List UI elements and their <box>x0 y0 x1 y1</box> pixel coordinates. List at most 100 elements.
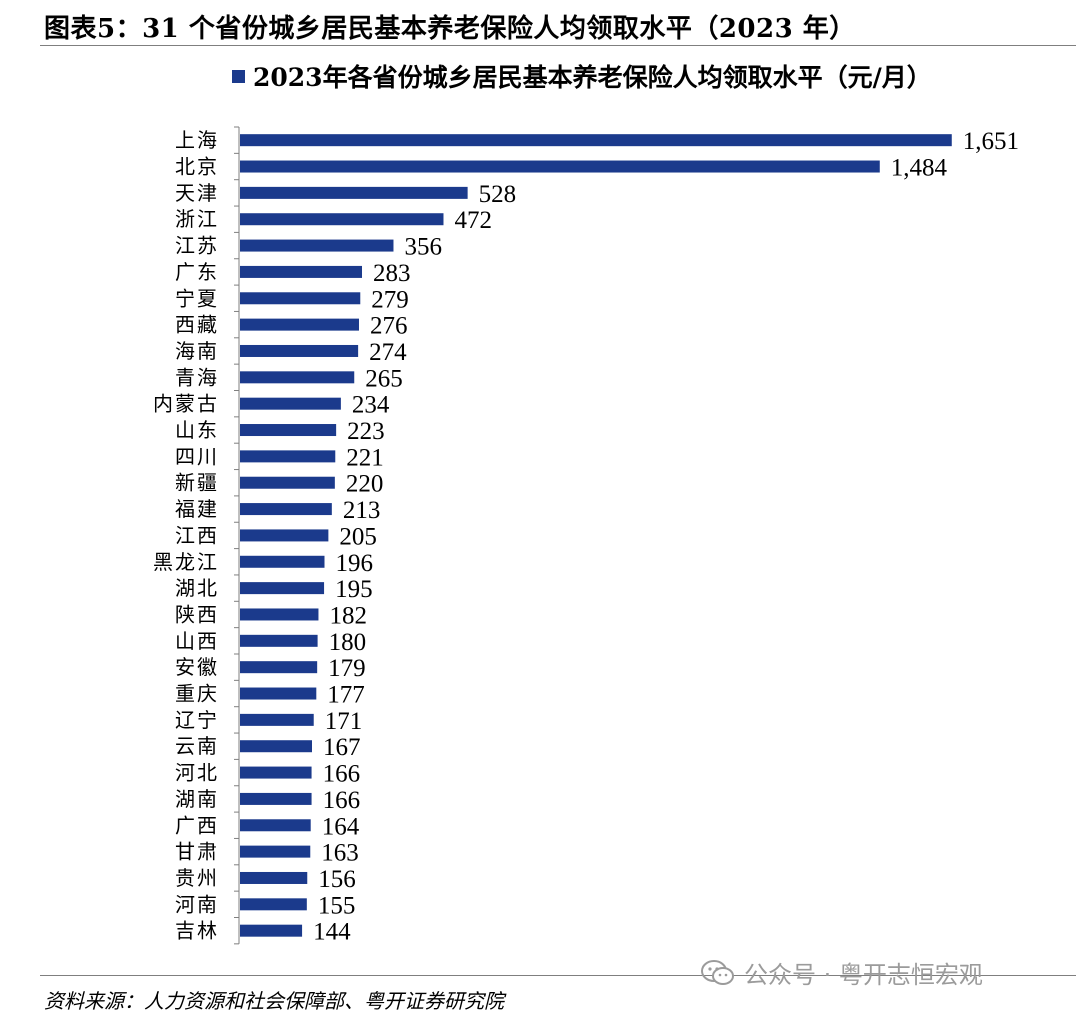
category-label: 青海 <box>175 365 219 389</box>
bar <box>240 608 319 621</box>
category-label: 湖南 <box>175 787 219 811</box>
category-label: 贵州 <box>175 866 219 890</box>
data-label: 274 <box>369 339 407 366</box>
data-label: 166 <box>323 761 361 788</box>
bar <box>240 318 359 331</box>
category-label: 福建 <box>175 497 219 521</box>
category-label: 内蒙古 <box>153 392 219 416</box>
watermark: 公众号 · 粤开志恒宏观 <box>700 955 983 990</box>
data-label: 163 <box>321 840 359 867</box>
source-note: 资料来源：人力资源和社会保障部、粤开证券研究院 <box>44 989 504 1013</box>
data-label: 156 <box>318 866 356 893</box>
bar <box>240 186 468 199</box>
category-label: 山东 <box>175 418 219 442</box>
data-label: 171 <box>325 708 363 735</box>
data-label: 1,484 <box>891 155 948 182</box>
data-label: 177 <box>327 682 365 709</box>
bar <box>240 213 444 226</box>
bar <box>240 582 325 595</box>
category-label: 天津 <box>175 181 219 205</box>
data-label: 179 <box>328 655 366 682</box>
bar <box>240 687 317 700</box>
data-label: 182 <box>329 602 367 629</box>
bar <box>240 819 311 832</box>
bar <box>240 503 332 516</box>
bar <box>240 134 952 147</box>
bar <box>240 424 337 437</box>
bar <box>240 634 318 647</box>
category-label: 上海 <box>175 128 219 152</box>
data-label: 166 <box>323 787 361 814</box>
category-label: 云南 <box>175 734 219 758</box>
data-label: 276 <box>370 313 408 340</box>
category-label: 陕西 <box>175 602 219 626</box>
data-label: 283 <box>373 260 411 287</box>
bar <box>240 713 314 726</box>
data-label: 180 <box>329 629 367 656</box>
bar <box>240 529 329 542</box>
bar <box>240 898 307 911</box>
category-label: 广西 <box>175 813 219 837</box>
data-label: 223 <box>347 418 385 445</box>
category-label: 重庆 <box>175 682 219 706</box>
data-label: 195 <box>335 576 373 603</box>
wechat-icon <box>701 959 734 985</box>
category-label: 江苏 <box>175 234 219 258</box>
data-label: 205 <box>339 523 377 550</box>
bar <box>240 661 318 674</box>
category-label: 河北 <box>175 761 219 785</box>
data-label: 221 <box>346 444 384 471</box>
data-label: 220 <box>346 471 384 498</box>
figure-title: 图表5：31 个省份城乡居民基本养老保险人均领取水平（2023 年） <box>44 14 856 44</box>
data-label: 213 <box>343 497 381 524</box>
bar <box>240 766 312 779</box>
footer-divider <box>40 975 1076 976</box>
watermark-text: 公众号 · 粤开志恒宏观 <box>744 961 983 989</box>
data-label: 528 <box>479 181 517 208</box>
category-label: 辽宁 <box>175 708 219 732</box>
bar <box>240 239 394 252</box>
bar <box>240 450 336 463</box>
data-label: 279 <box>371 286 409 313</box>
category-label: 河南 <box>175 892 219 916</box>
bar-chart: 上海 1,651 北京 1,484 天津 528 浙江 472 江苏 356 广东 283 宁夏 279 西… <box>153 126 1019 946</box>
data-label: 234 <box>352 392 390 419</box>
data-label: 1,651 <box>963 128 1019 155</box>
bar <box>240 871 308 884</box>
data-label: 265 <box>365 365 403 392</box>
bar <box>240 555 325 568</box>
category-label: 黑龙江 <box>153 550 219 574</box>
category-label: 广东 <box>175 260 219 284</box>
bar <box>240 344 359 357</box>
bar <box>240 740 312 753</box>
data-label: 196 <box>335 550 373 577</box>
header-divider <box>40 45 1076 46</box>
category-label: 宁夏 <box>175 286 219 310</box>
data-label: 164 <box>322 813 360 840</box>
bar <box>240 792 312 805</box>
category-label: 甘肃 <box>175 840 219 864</box>
legend-label: 2023年各省份城乡居民基本养老保险人均领取水平（元/月） <box>253 63 932 92</box>
bar <box>240 397 341 410</box>
category-label: 吉林 <box>175 919 219 943</box>
category-label: 安徽 <box>175 655 219 679</box>
category-label: 湖北 <box>175 576 219 600</box>
category-label: 浙江 <box>175 207 219 231</box>
chart-legend: 2023年各省份城乡居民基本养老保险人均领取水平（元/月） <box>232 58 932 94</box>
category-label: 北京 <box>175 155 219 179</box>
category-label: 山西 <box>175 629 219 653</box>
category-label: 四川 <box>175 444 219 468</box>
data-label: 472 <box>454 207 492 234</box>
bar <box>240 924 303 937</box>
data-label: 356 <box>404 234 442 261</box>
data-label: 167 <box>323 734 361 761</box>
bar <box>240 371 355 384</box>
category-label: 西藏 <box>175 313 219 337</box>
data-label: 144 <box>313 919 351 946</box>
bar <box>240 292 361 305</box>
category-label: 新疆 <box>175 471 219 495</box>
bar <box>240 160 880 173</box>
category-label: 海南 <box>175 339 219 363</box>
data-label: 155 <box>318 892 356 919</box>
legend-swatch <box>232 69 245 83</box>
